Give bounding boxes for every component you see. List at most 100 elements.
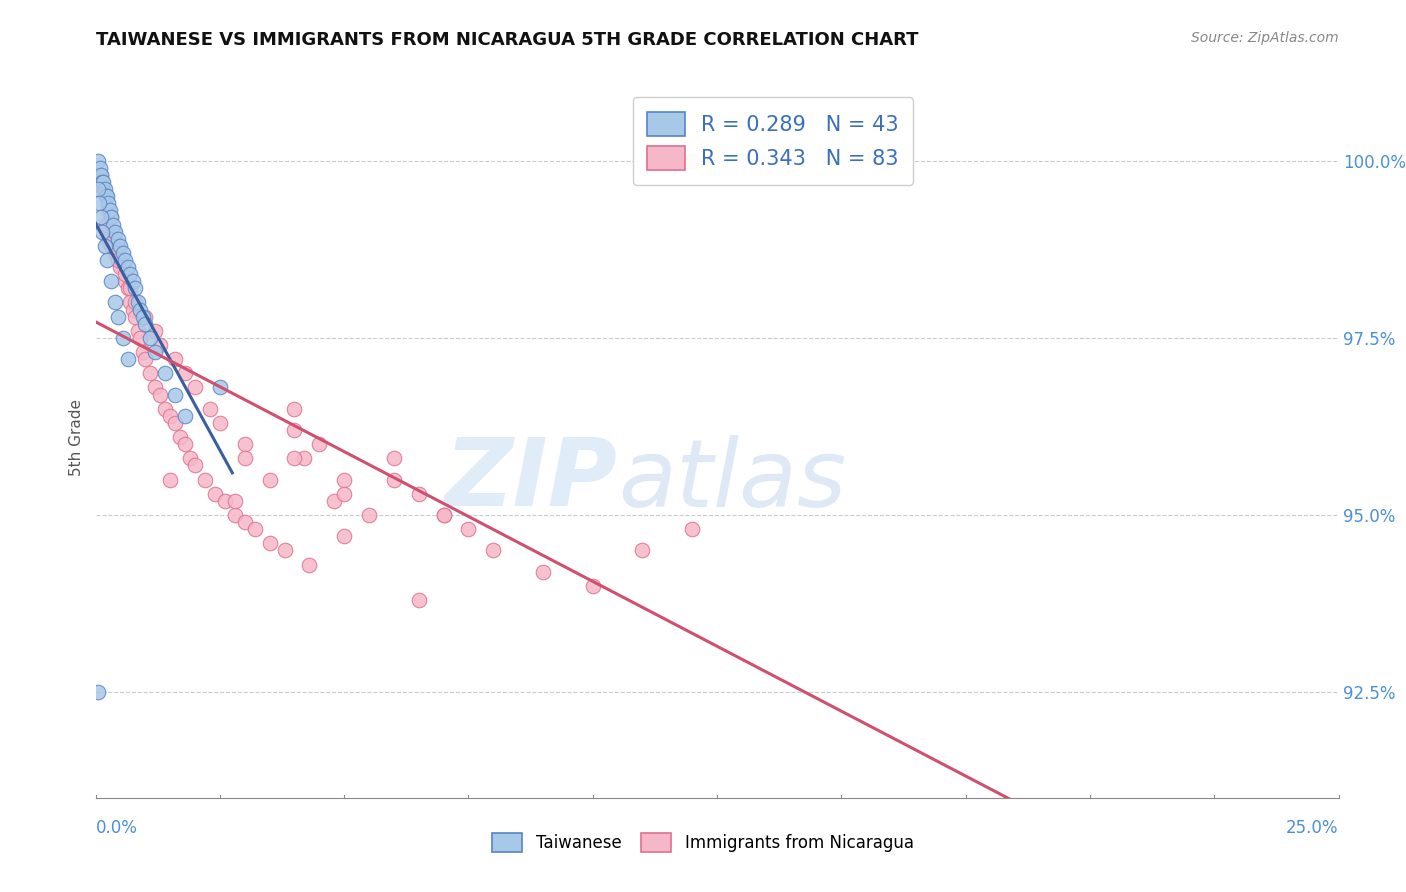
Point [174,437,197,451]
Point [184,458,207,473]
Point [433,508,456,522]
Point [122,302,145,317]
Legend: R = 0.289   N = 43, R = 0.343   N = 83: R = 0.289 N = 43, R = 0.343 N = 83 [633,97,914,185]
Point [179,451,201,466]
Point [174,409,197,423]
Point [111,331,134,345]
Point [117,281,139,295]
Point [104,246,127,260]
Point [120,281,142,295]
Point [204,487,226,501]
Point [93,239,115,253]
Point [117,352,139,367]
Point [120,267,142,281]
Point [96,189,118,203]
Point [198,401,221,416]
Point [149,338,172,352]
Point [100,211,122,225]
Point [94,189,117,203]
Point [94,189,117,203]
Point [155,367,177,381]
Point [169,430,191,444]
Point [100,211,122,225]
Point [103,295,125,310]
Point [233,515,256,529]
Point [333,487,356,501]
Point [90,211,112,225]
Point [114,252,136,267]
Point [87,685,110,699]
Point [283,451,305,466]
Point [143,345,166,359]
Point [149,387,172,401]
Point [94,218,117,232]
Point [98,203,121,218]
Point [101,218,124,232]
Point [91,225,114,239]
Point [90,168,112,182]
Point [134,310,156,324]
Point [100,274,122,288]
Point [408,593,430,607]
Point [107,252,129,267]
Point [333,473,356,487]
Legend: Taiwanese, Immigrants from Nicaragua: Taiwanese, Immigrants from Nicaragua [485,826,921,859]
Point [111,246,134,260]
Point [100,239,122,253]
Point [631,543,654,558]
Point [89,161,111,175]
Point [110,252,132,267]
Point [294,451,316,466]
Point [132,310,155,324]
Point [323,493,346,508]
Point [259,536,281,550]
Point [165,387,187,401]
Point [134,352,156,367]
Point [129,302,152,317]
Point [104,225,127,239]
Point [122,274,145,288]
Point [107,310,129,324]
Point [531,565,554,579]
Point [194,473,217,487]
Point [97,196,120,211]
Text: TAIWANESE VS IMMIGRANTS FROM NICARAGUA 5TH GRADE CORRELATION CHART: TAIWANESE VS IMMIGRANTS FROM NICARAGUA 5… [96,31,918,49]
Point [233,451,256,466]
Point [87,182,110,196]
Point [107,239,129,253]
Point [91,182,114,196]
Point [101,225,124,239]
Point [382,473,405,487]
Point [155,401,177,416]
Point [110,260,132,274]
Point [681,522,703,536]
Point [139,331,162,345]
Point [90,175,112,189]
Point [283,423,305,437]
Point [96,252,118,267]
Point [208,380,231,394]
Point [208,416,231,430]
Point [90,168,112,182]
Point [224,493,246,508]
Point [482,543,505,558]
Point [333,529,356,543]
Point [97,232,120,246]
Point [97,203,120,218]
Point [681,153,703,168]
Point [165,416,187,430]
Point [408,487,430,501]
Point [174,367,197,381]
Y-axis label: 5th Grade: 5th Grade [69,399,84,475]
Point [143,324,166,338]
Text: Source: ZipAtlas.com: Source: ZipAtlas.com [1191,31,1339,45]
Point [259,473,281,487]
Point [582,579,605,593]
Text: 25.0%: 25.0% [1286,819,1339,837]
Point [124,310,146,324]
Point [184,380,207,394]
Point [283,401,305,416]
Text: atlas: atlas [617,435,846,526]
Point [111,260,134,274]
Point [273,543,295,558]
